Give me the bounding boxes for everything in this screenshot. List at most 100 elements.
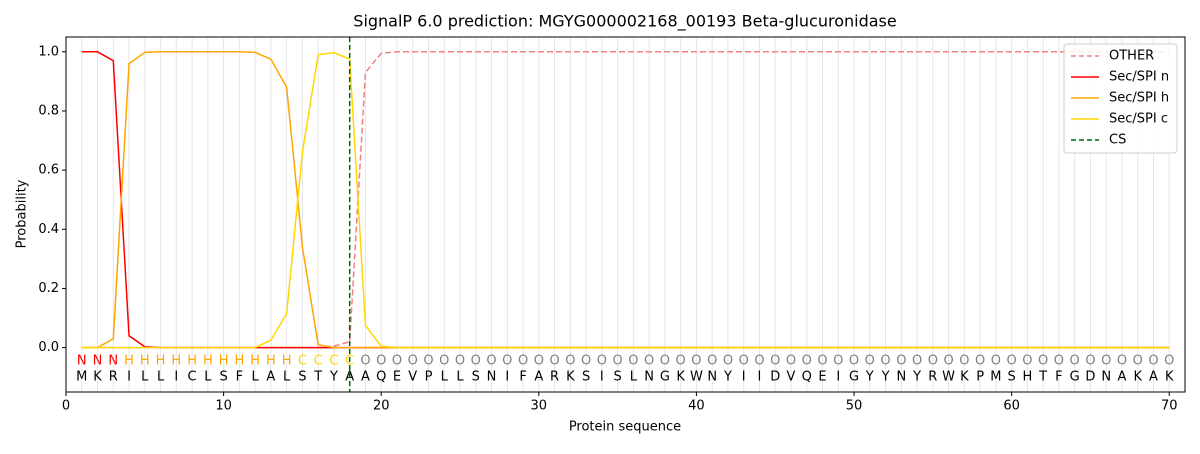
residue: Y bbox=[881, 370, 890, 385]
region-label: O bbox=[1007, 354, 1017, 369]
residue: A bbox=[534, 370, 543, 385]
y-axis-label: Probability bbox=[15, 179, 30, 248]
region-label: H bbox=[250, 354, 260, 369]
residue: D bbox=[1085, 370, 1095, 385]
region-label: O bbox=[660, 354, 670, 369]
series-line bbox=[81, 51, 1170, 349]
residue: K bbox=[1165, 370, 1174, 385]
region-label: H bbox=[234, 354, 244, 369]
residue: L bbox=[252, 370, 260, 385]
x-tick-label: 0 bbox=[62, 399, 70, 414]
residue: S bbox=[613, 370, 621, 385]
region-label: O bbox=[1133, 354, 1143, 369]
residue: I bbox=[600, 370, 604, 385]
region-label: O bbox=[644, 354, 654, 369]
residue: S bbox=[1008, 370, 1016, 385]
x-tick-label: 50 bbox=[846, 399, 863, 414]
residue: M bbox=[990, 370, 1001, 385]
residue: Y bbox=[723, 370, 732, 385]
residue: A bbox=[1118, 370, 1127, 385]
region-label: C bbox=[314, 354, 323, 369]
region-label: O bbox=[1022, 354, 1032, 369]
region-label: O bbox=[534, 354, 544, 369]
region-label: O bbox=[849, 354, 859, 369]
x-tick-label: 30 bbox=[531, 399, 548, 414]
residue: Q bbox=[376, 370, 386, 385]
region-label: H bbox=[282, 354, 292, 369]
region-label: H bbox=[203, 354, 213, 369]
region-label: O bbox=[817, 354, 827, 369]
residue: K bbox=[1133, 370, 1142, 385]
region-label: O bbox=[928, 354, 938, 369]
x-tick-label: 10 bbox=[215, 399, 232, 414]
residue: D bbox=[770, 370, 780, 385]
legend-label: OTHER bbox=[1109, 49, 1154, 64]
y-tick-label: 0.8 bbox=[38, 103, 59, 118]
legend-label: CS bbox=[1109, 133, 1126, 148]
region-label: H bbox=[140, 354, 150, 369]
region-label: O bbox=[486, 354, 496, 369]
x-axis-label: Protein sequence bbox=[569, 420, 681, 435]
residue: G bbox=[1070, 370, 1080, 385]
region-label: O bbox=[502, 354, 512, 369]
residue: T bbox=[313, 370, 322, 385]
residue: P bbox=[425, 370, 433, 385]
residue: L bbox=[204, 370, 212, 385]
chart-title: SignalP 6.0 prediction: MGYG000002168_00… bbox=[353, 12, 896, 32]
x-tick-label: 40 bbox=[688, 399, 705, 414]
residue: K bbox=[676, 370, 685, 385]
residue: Y bbox=[329, 370, 338, 385]
residue: L bbox=[456, 370, 464, 385]
region-label: H bbox=[219, 354, 229, 369]
region-label: O bbox=[723, 354, 733, 369]
residue: H bbox=[1023, 370, 1033, 385]
residue: W bbox=[690, 370, 703, 385]
region-label: O bbox=[1038, 354, 1048, 369]
residue: L bbox=[141, 370, 149, 385]
residue: A bbox=[266, 370, 275, 385]
region-label: O bbox=[1101, 354, 1111, 369]
region-label: O bbox=[360, 354, 370, 369]
residue: I bbox=[505, 370, 509, 385]
residue: M bbox=[76, 370, 87, 385]
residue: V bbox=[787, 370, 796, 385]
region-label: O bbox=[943, 354, 953, 369]
region-label: O bbox=[959, 354, 969, 369]
region-label: O bbox=[376, 354, 386, 369]
residue: I bbox=[742, 370, 746, 385]
residue: N bbox=[644, 370, 654, 385]
region-label: O bbox=[770, 354, 780, 369]
series-line bbox=[81, 51, 1170, 349]
x-tick-label: 20 bbox=[373, 399, 390, 414]
region-label: O bbox=[565, 354, 575, 369]
x-tick-label: 60 bbox=[1003, 399, 1020, 414]
y-tick-label: 0.4 bbox=[38, 222, 59, 237]
region-label: O bbox=[455, 354, 465, 369]
region-label: O bbox=[581, 354, 591, 369]
x-tick-label: 70 bbox=[1161, 399, 1178, 414]
region-label: O bbox=[691, 354, 701, 369]
region-label: O bbox=[754, 354, 764, 369]
region-label: O bbox=[597, 354, 607, 369]
region-label: O bbox=[896, 354, 906, 369]
residue: R bbox=[928, 370, 937, 385]
region-label: O bbox=[786, 354, 796, 369]
region-label: N bbox=[108, 354, 118, 369]
region-label: H bbox=[187, 354, 197, 369]
region-label: O bbox=[518, 354, 528, 369]
residue: P bbox=[976, 370, 984, 385]
region-label: O bbox=[707, 354, 717, 369]
residue: N bbox=[487, 370, 497, 385]
residue: E bbox=[818, 370, 826, 385]
residue: R bbox=[109, 370, 118, 385]
residue: L bbox=[283, 370, 291, 385]
residue: S bbox=[298, 370, 306, 385]
y-tick-label: 0.6 bbox=[38, 163, 59, 178]
region-label: O bbox=[1117, 354, 1127, 369]
residue: L bbox=[157, 370, 165, 385]
residue: I bbox=[127, 370, 131, 385]
region-label: O bbox=[439, 354, 449, 369]
residue: G bbox=[660, 370, 670, 385]
region-label: O bbox=[471, 354, 481, 369]
residue: A bbox=[1149, 370, 1158, 385]
